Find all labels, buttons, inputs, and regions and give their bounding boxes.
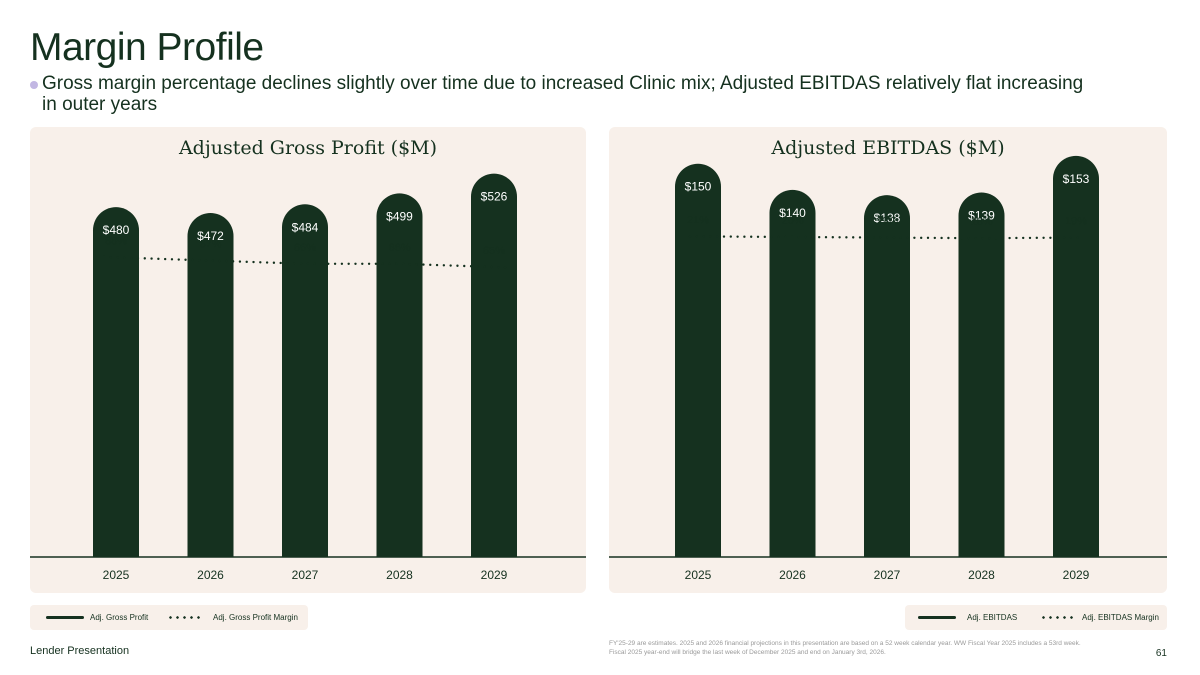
legend-dotted-line-icon	[167, 616, 203, 619]
x-tick-label: 2029	[1063, 568, 1090, 582]
bar	[93, 207, 139, 557]
bar	[958, 192, 1005, 558]
legend-solid-line-icon	[918, 616, 956, 619]
bar-value-label: $150	[685, 180, 712, 194]
page-title: Margin Profile	[30, 26, 264, 69]
bar	[1053, 155, 1099, 557]
margin-value-label: 66%	[294, 242, 316, 254]
margin-value-label: 19%	[1065, 216, 1087, 228]
margin-value-label: 65%	[483, 245, 505, 257]
bar	[864, 195, 910, 558]
legend-solid-line-icon	[46, 616, 84, 619]
bar	[471, 173, 517, 557]
bar-value-label: $480	[103, 223, 130, 237]
bar-value-label: $526	[481, 190, 508, 204]
margin-value-label: 21%	[687, 214, 709, 226]
x-tick-label: 2026	[779, 568, 806, 582]
bar	[675, 163, 721, 557]
bar-value-label: $140	[779, 206, 806, 220]
bar	[769, 189, 816, 557]
legend-label-margin: Adj. EBITDAS Margin	[1082, 613, 1159, 622]
bar	[376, 193, 423, 558]
footnote: FY'25-29 are estimates. 2025 and 2026 fi…	[609, 639, 1149, 657]
gross-profit-chart: $480 2025 $472 2026 $484 2027 $499 2028 $526 2029…	[30, 173, 586, 582]
legend-label-bar: Adj. Gross Profit	[90, 613, 149, 622]
footnote-line: Fiscal 2025 year-end will bridge the las…	[609, 649, 886, 656]
x-tick-label: 2028	[386, 568, 413, 582]
margin-value-label: 66%	[388, 242, 410, 254]
bar-value-label: $472	[197, 229, 224, 243]
page-number: 61	[1155, 648, 1167, 659]
x-tick-label: 2026	[197, 568, 224, 582]
bar	[187, 213, 234, 557]
ebitdas-chart-panel: Adjusted EBITDAS ($M) $150 2025 $140 2026 $1…	[609, 127, 1167, 593]
legend-label-bar: Adj. EBITDAS	[967, 613, 1018, 622]
bullet-dot-icon	[30, 81, 38, 89]
bar-value-label: $499	[386, 209, 413, 223]
x-tick-label: 2025	[103, 568, 130, 582]
margin-value-label: 20%	[781, 215, 803, 227]
margin-value-label: 68%	[105, 235, 127, 247]
bar-value-label: $138	[874, 211, 901, 225]
footnote-line: FY'25-29 are estimates. 2025 and 2026 fi…	[609, 640, 1081, 647]
x-tick-label: 2025	[685, 568, 712, 582]
margin-value-label: 19%	[876, 216, 898, 228]
bar-value-label: $484	[292, 220, 319, 234]
x-tick-label: 2027	[874, 568, 901, 582]
gross-profit-chart-panel: Adjusted Gross Profit ($M) $480 2025 $472 2…	[30, 127, 586, 593]
chart-title: Adjusted EBITDAS ($M)	[771, 137, 1005, 159]
chart-title: Adjusted Gross Profit ($M)	[178, 137, 438, 159]
gross-profit-legend: Adj. Gross Profit Adj. Gross Profit Marg…	[30, 605, 308, 630]
bar-value-label: $139	[968, 209, 995, 223]
bullet-text: Gross margin percentage declines slightl…	[42, 73, 1084, 115]
ebitdas-legend: Adj. EBITDAS Adj. EBITDAS Margin	[905, 605, 1167, 630]
margin-value-label: 67%	[199, 239, 221, 251]
x-tick-label: 2028	[968, 568, 995, 582]
legend-dotted-line-icon	[1040, 616, 1076, 619]
x-tick-label: 2029	[481, 568, 508, 582]
footer-label: Lender Presentation	[30, 645, 130, 657]
bar-value-label: $153	[1063, 172, 1090, 186]
margin-value-label: 18%	[970, 216, 992, 228]
x-tick-label: 2027	[292, 568, 319, 582]
ebitdas-chart: $150 2025 $140 2026 $138 2027 $139 2028 $153 2029…	[609, 155, 1167, 582]
margin-dotted-line	[688, 235, 1086, 240]
bar	[282, 204, 328, 557]
legend-label-margin: Adj. Gross Profit Margin	[213, 613, 298, 622]
